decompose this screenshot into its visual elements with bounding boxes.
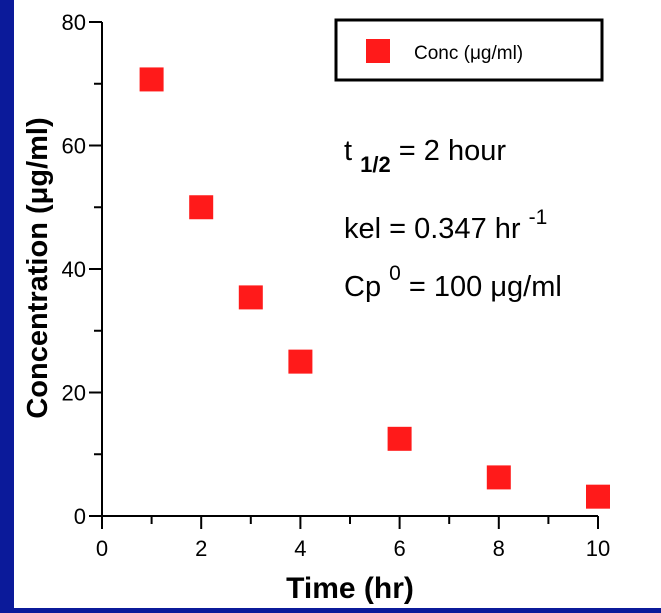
x-tick-label: 8 bbox=[493, 536, 505, 561]
y-tick-label: 20 bbox=[62, 381, 86, 406]
data-point bbox=[387, 426, 412, 451]
x-tick-label: 4 bbox=[294, 536, 306, 561]
x-tick-label: 2 bbox=[195, 536, 207, 561]
x-axis-title: Time (hr) bbox=[286, 572, 414, 605]
y-tick-label: 0 bbox=[74, 504, 86, 529]
half-life-value: = 2 hour bbox=[399, 135, 507, 167]
half-life-annotation: t 1/2 = 2 hour bbox=[344, 135, 506, 179]
kel-value: kel = 0.347 hr bbox=[344, 213, 521, 245]
concentration-time-chart: 0 2 4 6 8 10 0 20 40 60 80 Time (hr) Concentration… bbox=[22, 10, 611, 605]
data-markers bbox=[139, 67, 610, 509]
cp0-annotation: Cp 0 = 100 μg/ml bbox=[344, 255, 562, 303]
data-point bbox=[288, 349, 313, 374]
x-tick-label: 10 bbox=[586, 536, 610, 561]
legend-marker bbox=[366, 39, 390, 63]
legend: Conc (μg/ml) bbox=[334, 18, 604, 82]
data-point bbox=[139, 67, 164, 92]
chart-panel: 0 2 4 6 8 10 0 20 40 60 80 Time (hr) Concentration… bbox=[14, 0, 661, 608]
data-point bbox=[238, 285, 263, 310]
half-life-subscript: 1/2 bbox=[360, 152, 391, 177]
x-tick-label: 6 bbox=[393, 536, 405, 561]
kel-superscript: -1 bbox=[529, 206, 548, 229]
data-point bbox=[586, 484, 610, 509]
y-tick-label: 60 bbox=[62, 134, 86, 159]
data-point bbox=[486, 465, 511, 490]
y-axis-title: Concentration (μg/ml) bbox=[22, 117, 54, 418]
axis-ticks bbox=[89, 21, 599, 529]
cp0-value: = 100 μg/ml bbox=[409, 271, 562, 303]
cp0-superscript: 0 bbox=[389, 262, 401, 285]
y-tick-label: 40 bbox=[62, 257, 86, 282]
half-life-symbol: t bbox=[344, 135, 352, 167]
cp0-symbol: Cp bbox=[344, 271, 381, 303]
y-tick-label: 80 bbox=[62, 10, 86, 35]
tick-labels: 0 2 4 6 8 10 0 20 40 60 80 bbox=[62, 10, 611, 561]
kel-annotation: kel = 0.347 hr -1 bbox=[344, 206, 547, 245]
data-point bbox=[189, 195, 214, 220]
legend-label: Conc (μg/ml) bbox=[414, 43, 523, 64]
x-tick-label: 0 bbox=[96, 536, 108, 561]
